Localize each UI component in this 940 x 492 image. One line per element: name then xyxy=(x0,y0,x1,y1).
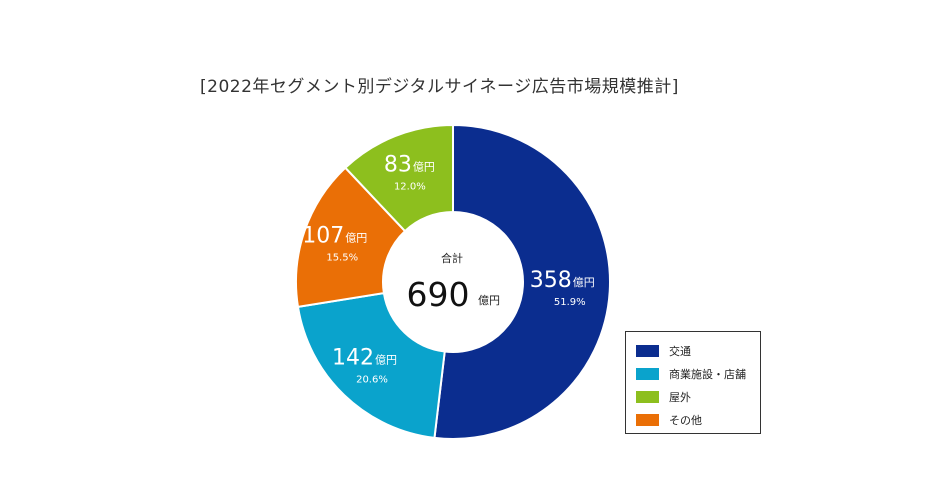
legend-swatch xyxy=(636,345,659,357)
legend-swatch xyxy=(636,368,659,380)
slice-unit-label: 億円 xyxy=(345,231,367,244)
center-total-unit: 億円 xyxy=(478,294,500,307)
slice-label-0: 358 億円 51.9% xyxy=(530,268,595,308)
center-total-value: 690 xyxy=(407,275,470,314)
center-total-label: 合計 xyxy=(441,251,463,265)
legend-label: 交通 xyxy=(669,345,691,358)
legend-label: 商業施設・店舗 xyxy=(669,368,746,381)
chart-title: [2022年セグメント別デジタルサイネージ広告市場規模推計] xyxy=(200,77,679,97)
legend: 交通 商業施設・店舗 屋外 その他 xyxy=(625,331,761,434)
legend-swatch xyxy=(636,391,659,403)
slice-unit-label: 億円 xyxy=(413,160,435,173)
slice-value-label: 83 xyxy=(384,152,412,177)
legend-item: 商業施設・店舗 xyxy=(636,364,760,384)
legend-swatch xyxy=(636,414,659,426)
legend-item: 屋外 xyxy=(636,387,760,407)
slice-unit-label: 億円 xyxy=(375,353,397,366)
slice-unit-label: 億円 xyxy=(573,276,595,289)
slice-label-3: 83 億円 12.0% xyxy=(384,152,435,192)
slice-percent-label: 20.6% xyxy=(356,374,388,385)
slice-value-label: 107 xyxy=(302,223,344,248)
slice-percent-label: 15.5% xyxy=(326,252,358,263)
donut-center-hole xyxy=(383,212,523,352)
legend-label: その他 xyxy=(669,414,702,427)
slice-percent-label: 12.0% xyxy=(394,181,426,192)
slice-label-1: 142 億円 20.6% xyxy=(332,345,397,385)
slice-percent-label: 51.9% xyxy=(554,297,586,308)
legend-item: 交通 xyxy=(636,341,760,361)
slice-label-2: 107 億円 15.5% xyxy=(302,223,367,263)
legend-label: 屋外 xyxy=(669,391,691,404)
legend-item: その他 xyxy=(636,410,760,430)
slice-value-label: 358 xyxy=(530,268,572,293)
slice-value-label: 142 xyxy=(332,345,374,370)
